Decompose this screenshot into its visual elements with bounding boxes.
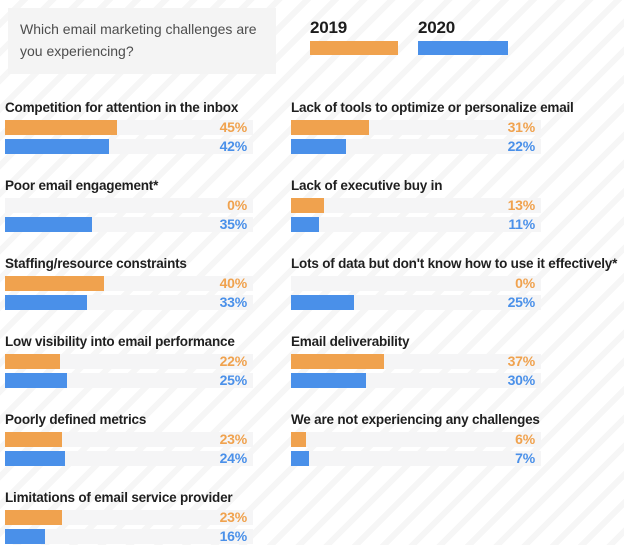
challenge-label: Poorly defined metrics bbox=[5, 412, 147, 427]
bar-2019-fill bbox=[5, 510, 63, 525]
bar-2019-track: 37% bbox=[291, 354, 541, 369]
bar-2019-value: 0% bbox=[515, 275, 535, 291]
bar-2020-fill bbox=[291, 139, 346, 154]
bar-2020-value: 11% bbox=[508, 216, 535, 232]
legend-label-2019: 2019 bbox=[310, 18, 348, 37]
bar-2020-value: 16% bbox=[219, 528, 248, 544]
bar-2019-track: 0% bbox=[291, 276, 541, 291]
chart-item: We are not experiencing any challenges 6… bbox=[291, 412, 541, 470]
bar-2020-fill bbox=[5, 217, 92, 232]
challenge-label: Email deliverability bbox=[291, 334, 410, 349]
bar-2020-fill bbox=[5, 295, 87, 310]
challenge-label: Lack of tools to optimize or personalize… bbox=[291, 100, 574, 115]
challenge-label: Limitations of email service provider bbox=[5, 490, 233, 505]
chart-item: Lots of data but don't know how to use i… bbox=[291, 256, 618, 314]
question-box: Which email marketing challenges are you… bbox=[8, 8, 276, 75]
bar-2019-fill bbox=[291, 198, 324, 213]
bar-2020-value: 25% bbox=[507, 294, 536, 310]
bar-2020-value: 22% bbox=[507, 138, 536, 154]
bar-2019-value: 45% bbox=[219, 119, 248, 135]
legend-swatch-2019 bbox=[310, 41, 398, 55]
bar-2020-fill bbox=[291, 451, 309, 466]
legend-label-2020: 2020 bbox=[418, 18, 456, 37]
bar-2020-value: 24% bbox=[219, 450, 248, 466]
bar-2019-fill bbox=[291, 432, 306, 447]
legend-entry-2019: 2019 bbox=[310, 18, 398, 55]
bar-2019-track: 23% bbox=[5, 510, 253, 525]
bar-2019-value: 6% bbox=[515, 431, 535, 447]
bar-2020-track: 33% bbox=[5, 295, 253, 310]
bar-2020-track: 16% bbox=[5, 529, 253, 544]
bar-2019-value: 31% bbox=[507, 119, 536, 135]
challenge-label: Lots of data but don't know how to use i… bbox=[291, 256, 618, 271]
chart-item: Poor email engagement* 0% 35% bbox=[5, 178, 253, 236]
challenge-label: Staffing/resource constraints bbox=[5, 256, 187, 271]
bar-2019-track: 23% bbox=[5, 432, 253, 447]
chart-item: Competition for attention in the inbox 4… bbox=[5, 100, 253, 158]
bar-2020-track: 22% bbox=[291, 139, 541, 154]
chart-item: Poorly defined metrics 23% 24% bbox=[5, 412, 253, 470]
bar-2019-value: 40% bbox=[219, 275, 248, 291]
bar-2020-track: 25% bbox=[5, 373, 253, 388]
bar-2019-track: 6% bbox=[291, 432, 541, 447]
challenge-label: Competition for attention in the inbox bbox=[5, 100, 239, 115]
bar-2019-fill bbox=[291, 354, 384, 369]
bar-2019-fill bbox=[5, 276, 105, 291]
bar-2020-track: 35% bbox=[5, 217, 253, 232]
bar-2020-track: 7% bbox=[291, 451, 541, 466]
bar-2019-track: 22% bbox=[5, 354, 253, 369]
bar-2019-track: 31% bbox=[291, 120, 541, 135]
bar-2020-fill bbox=[291, 295, 354, 310]
bar-2020-value: 25% bbox=[219, 372, 248, 388]
legend: 2019 2020 bbox=[310, 18, 508, 55]
bar-2019-value: 23% bbox=[219, 509, 248, 525]
bar-2019-value: 37% bbox=[507, 353, 536, 369]
bar-2020-fill bbox=[5, 139, 110, 154]
challenge-label: We are not experiencing any challenges bbox=[291, 412, 540, 427]
bar-2020-track: 24% bbox=[5, 451, 253, 466]
bar-2019-fill bbox=[5, 120, 117, 135]
challenge-label: Low visibility into email performance bbox=[5, 334, 235, 349]
bar-2019-value: 0% bbox=[227, 197, 247, 213]
bar-2020-fill bbox=[5, 373, 67, 388]
bar-2020-fill bbox=[291, 373, 366, 388]
bar-2020-value: 7% bbox=[515, 450, 535, 466]
bar-2020-track: 30% bbox=[291, 373, 541, 388]
bar-2019-value: 22% bbox=[219, 353, 248, 369]
chart-column-left: Competition for attention in the inbox 4… bbox=[5, 100, 253, 545]
bar-2020-fill bbox=[291, 217, 319, 232]
bar-2020-value: 33% bbox=[219, 294, 248, 310]
chart-item: Lack of executive buy in 13% 11% bbox=[291, 178, 541, 236]
chart-item: Staffing/resource constraints 40% 33% bbox=[5, 256, 253, 314]
bar-2019-value: 23% bbox=[219, 431, 248, 447]
bar-2019-fill bbox=[291, 120, 369, 135]
bar-2019-track: 45% bbox=[5, 120, 253, 135]
bar-2020-track: 25% bbox=[291, 295, 541, 310]
question-text: Which email marketing challenges are you… bbox=[20, 21, 257, 59]
challenge-label: Lack of executive buy in bbox=[291, 178, 443, 193]
bar-2020-value: 30% bbox=[507, 372, 536, 388]
chart-item: Lack of tools to optimize or personalize… bbox=[291, 100, 574, 158]
bar-2020-fill bbox=[5, 451, 65, 466]
bar-2020-track: 11% bbox=[291, 217, 541, 232]
bar-2020-value: 42% bbox=[219, 138, 248, 154]
bar-2019-track: 0% bbox=[5, 198, 253, 213]
bar-2020-fill bbox=[5, 529, 45, 544]
bar-2020-track: 42% bbox=[5, 139, 253, 154]
bar-2020-value: 35% bbox=[219, 216, 248, 232]
bar-2019-value: 13% bbox=[507, 197, 536, 213]
bar-2019-track: 13% bbox=[291, 198, 541, 213]
chart-column-right: Lack of tools to optimize or personalize… bbox=[291, 100, 618, 545]
bar-2019-track: 40% bbox=[5, 276, 253, 291]
chart-item: Low visibility into email performance 22… bbox=[5, 334, 253, 392]
legend-entry-2020: 2020 bbox=[418, 18, 508, 55]
bar-2019-fill bbox=[5, 432, 63, 447]
bar-chart: Competition for attention in the inbox 4… bbox=[5, 100, 618, 545]
legend-swatch-2020 bbox=[418, 41, 508, 55]
chart-item: Email deliverability 37% 30% bbox=[291, 334, 541, 392]
bar-2019-fill bbox=[5, 354, 60, 369]
challenge-label: Poor email engagement* bbox=[5, 178, 159, 193]
chart-item: Limitations of email service provider 23… bbox=[5, 490, 253, 545]
